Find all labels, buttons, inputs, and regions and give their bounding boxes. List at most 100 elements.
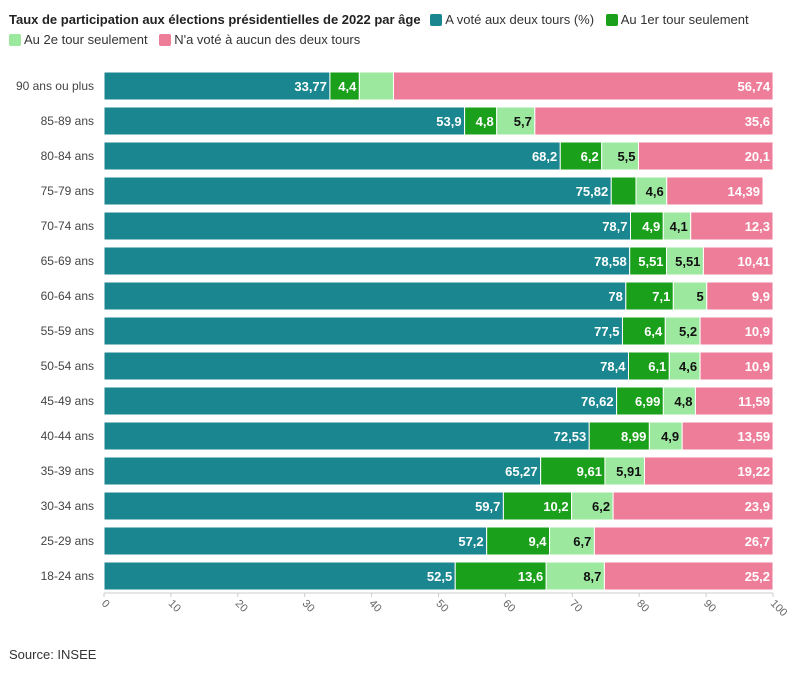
category-label-55-59-ans: 55-59 ans xyxy=(41,324,94,338)
category-label-65-69-ans: 65-69 ans xyxy=(41,254,94,268)
legend-item-first-round: Au 1er tour seulement xyxy=(605,10,749,30)
bar-segment-30-34-ans-s3 xyxy=(571,491,614,521)
bar-segment-30-34-ans-s1 xyxy=(103,491,504,521)
bar-segment-90-ans-ou-plus-s4 xyxy=(392,71,774,101)
x-tick-label-80: 80 xyxy=(634,598,651,615)
data-label-45-49-ans-s2: 6,99 xyxy=(635,394,660,409)
source-note: Source: INSEE xyxy=(9,647,97,662)
bar-segment-25-29-ans-s4 xyxy=(593,526,774,556)
bar-segment-65-69-ans-s4 xyxy=(702,246,774,276)
bar-segment-85-89-ans-s2 xyxy=(464,106,498,136)
data-label-65-69-ans-s1: 78,58 xyxy=(594,254,627,269)
x-tick-label-100: 100 xyxy=(768,598,789,619)
x-tick-label-10: 10 xyxy=(166,598,183,615)
bar-segment-60-64-ans-s1 xyxy=(103,281,627,311)
data-label-55-59-ans-s2: 6,4 xyxy=(644,324,663,339)
bar-segment-75-79-ans-s4 xyxy=(666,176,764,206)
category-label-85-89-ans: 85-89 ans xyxy=(41,114,94,128)
legend-label-no-vote: N'a voté à aucun des deux tours xyxy=(174,32,361,47)
bar-segment-75-79-ans-s3 xyxy=(635,176,668,206)
data-label-45-49-ans-s4: 11,59 xyxy=(738,394,770,409)
data-label-30-34-ans-s2: 10,2 xyxy=(543,499,568,514)
bar-segment-50-54-ans-s1 xyxy=(103,351,629,381)
bar-segment-70-74-ans-s1 xyxy=(103,211,632,241)
legend-label-second-round: Au 2e tour seulement xyxy=(24,32,148,47)
x-tick-label-60: 60 xyxy=(500,598,517,615)
data-label-55-59-ans-s4: 10,9 xyxy=(745,324,770,339)
bar-segment-55-59-ans-s1 xyxy=(103,316,623,346)
bar-segment-25-29-ans-s3 xyxy=(549,526,595,556)
data-label-18-24-ans-s1: 52,5 xyxy=(427,569,452,584)
data-label-50-54-ans-s1: 78,4 xyxy=(600,359,626,374)
data-label-18-24-ans-s4: 25,2 xyxy=(745,569,770,584)
data-label-65-69-ans-s4: 10,41 xyxy=(738,254,771,269)
data-label-30-34-ans-s4: 23,9 xyxy=(745,499,770,514)
data-label-25-29-ans-s1: 57,2 xyxy=(458,534,483,549)
data-label-90-ans-ou-plus-s2: 4,4 xyxy=(338,79,357,94)
bar-segment-65-69-ans-s2 xyxy=(629,246,668,276)
bar-segment-65-69-ans-s1 xyxy=(103,246,631,276)
category-label-45-49-ans: 45-49 ans xyxy=(41,394,94,408)
bar-segment-18-24-ans-s1 xyxy=(103,561,456,591)
bar-segment-18-24-ans-s4 xyxy=(603,561,774,591)
bar-segment-80-84-ans-s4 xyxy=(638,141,774,171)
category-label-75-79-ans: 75-79 ans xyxy=(41,184,94,198)
bar-segment-65-69-ans-s3 xyxy=(666,246,704,276)
bar-segment-85-89-ans-s1 xyxy=(103,106,466,136)
data-label-40-44-ans-s4: 13,59 xyxy=(738,429,771,444)
x-tick-label-70: 70 xyxy=(567,598,584,615)
data-label-35-39-ans-s3: 5,91 xyxy=(616,464,641,479)
data-label-70-74-ans-s1: 78,7 xyxy=(602,219,627,234)
bar-segment-80-84-ans-s3 xyxy=(601,141,640,171)
data-label-40-44-ans-s3: 4,9 xyxy=(661,429,679,444)
category-label-70-74-ans: 70-74 ans xyxy=(41,219,94,233)
stacked-bar-chart: 90 ans ou plus 33,77 4,4 56,74 85-89 ans 53,9… xyxy=(16,71,789,619)
bar-segment-50-54-ans-s3 xyxy=(668,351,701,381)
legend-label-first-round: Au 1er tour seulement xyxy=(620,12,749,27)
data-label-55-59-ans-s1: 77,5 xyxy=(594,324,619,339)
category-label-90-ans-ou-plus: 90 ans ou plus xyxy=(16,79,94,93)
data-label-40-44-ans-s1: 72,53 xyxy=(554,429,587,444)
data-label-80-84-ans-s3: 5,5 xyxy=(617,149,635,164)
category-label-18-24-ans: 18-24 ans xyxy=(41,569,94,583)
category-label-60-64-ans: 60-64 ans xyxy=(41,289,94,303)
data-label-85-89-ans-s2: 4,8 xyxy=(476,114,494,129)
bar-segment-80-84-ans-s1 xyxy=(103,141,561,171)
data-label-50-54-ans-s2: 6,1 xyxy=(648,359,666,374)
data-label-80-84-ans-s4: 20,1 xyxy=(745,149,770,164)
x-tick-label-30: 30 xyxy=(300,598,317,615)
chart-title: Taux de participation aux élections prés… xyxy=(9,12,421,27)
legend-swatch-both-rounds xyxy=(430,14,443,26)
data-label-30-34-ans-s1: 59,7 xyxy=(475,499,500,514)
data-label-70-74-ans-s2: 4,9 xyxy=(642,219,660,234)
bar-segment-45-49-ans-s1 xyxy=(103,386,618,416)
bar-segment-60-64-ans-s4 xyxy=(706,281,774,311)
data-label-18-24-ans-s3: 8,7 xyxy=(583,569,601,584)
data-label-45-49-ans-s1: 76,62 xyxy=(581,394,614,409)
legend-label-both-rounds: A voté aux deux tours (%) xyxy=(445,12,595,27)
legend-swatch-first-round xyxy=(605,14,618,26)
x-tick-label-20: 20 xyxy=(233,598,250,615)
data-label-85-89-ans-s1: 53,9 xyxy=(436,114,461,129)
data-label-70-74-ans-s4: 12,3 xyxy=(745,219,770,234)
data-label-60-64-ans-s2: 7,1 xyxy=(652,289,670,304)
category-label-25-29-ans: 25-29 ans xyxy=(41,534,94,548)
data-label-45-49-ans-s3: 4,8 xyxy=(674,394,692,409)
bar-segment-85-89-ans-s4 xyxy=(534,106,774,136)
bar-segment-70-74-ans-s3 xyxy=(662,211,692,241)
bar-segment-55-59-ans-s4 xyxy=(699,316,774,346)
category-label-30-34-ans: 30-34 ans xyxy=(41,499,94,513)
data-label-75-79-ans-s4: 14,39 xyxy=(727,184,760,199)
bar-segment-45-49-ans-s4 xyxy=(694,386,774,416)
data-label-18-24-ans-s2: 13,6 xyxy=(518,569,543,584)
bar-segment-25-29-ans-s2 xyxy=(486,526,551,556)
data-label-35-39-ans-s2: 9,61 xyxy=(577,464,602,479)
bar-segment-90-ans-ou-plus-s3 xyxy=(358,71,394,101)
legend-item-both-rounds: A voté aux deux tours (%) xyxy=(430,10,594,30)
bar-segment-75-79-ans-s2 xyxy=(610,176,637,206)
data-label-35-39-ans-s4: 19,22 xyxy=(738,464,771,479)
bar-segment-18-24-ans-s3 xyxy=(545,561,605,591)
data-label-75-79-ans-s3: 4,6 xyxy=(646,184,664,199)
category-label-35-39-ans: 35-39 ans xyxy=(41,464,94,478)
category-label-80-84-ans: 80-84 ans xyxy=(41,149,94,163)
